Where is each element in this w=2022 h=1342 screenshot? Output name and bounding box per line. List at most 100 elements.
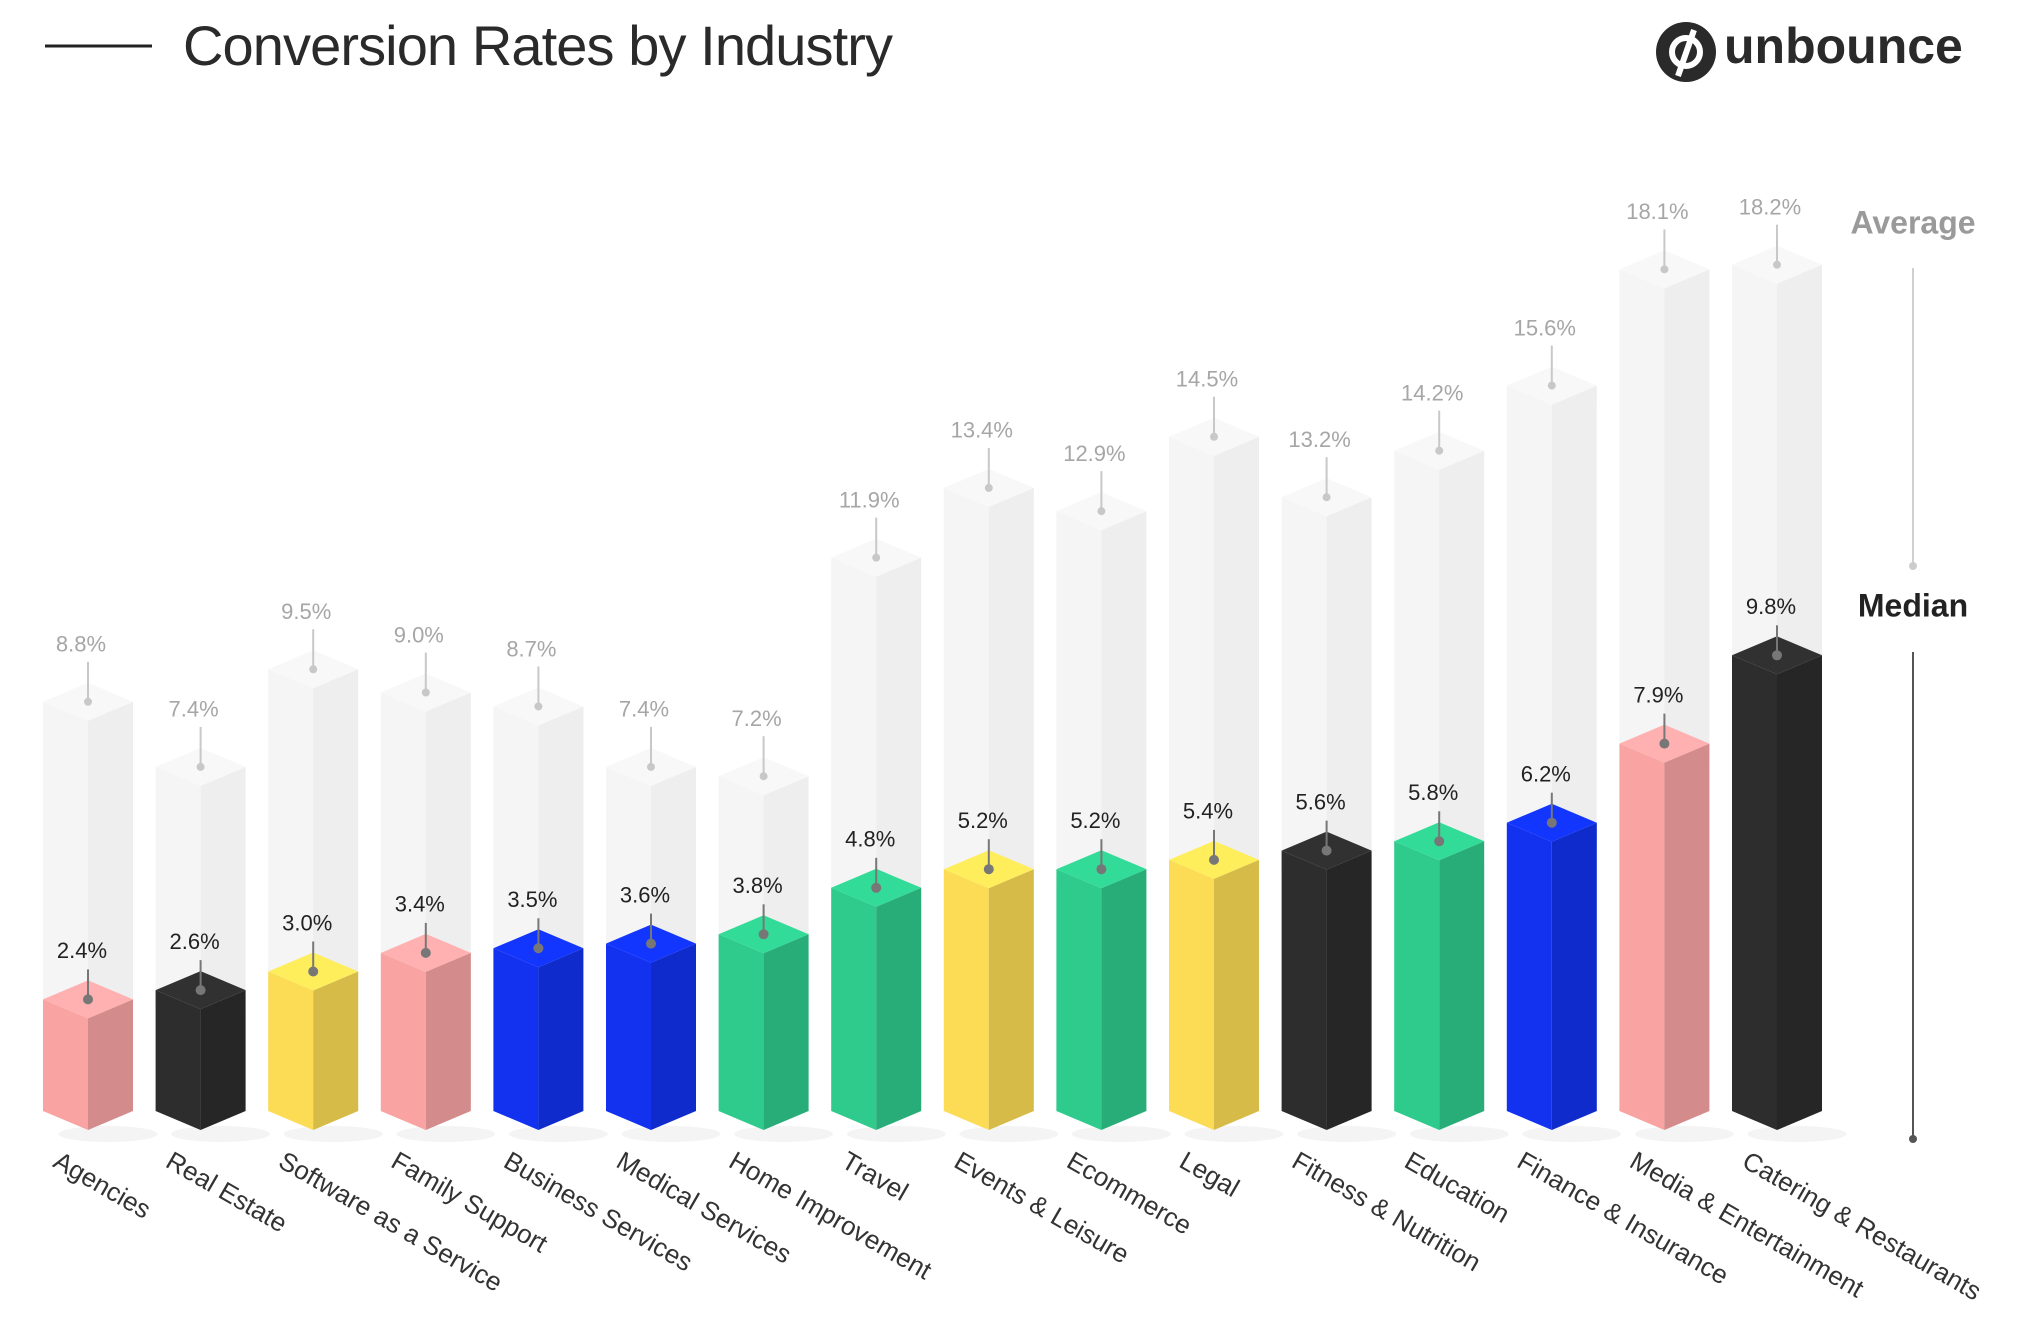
average-value-label: 8.7%: [506, 636, 556, 661]
average-marker-dot: [1547, 381, 1556, 390]
average-value-label: 12.9%: [1063, 441, 1125, 466]
bar-face-right: [1326, 850, 1372, 1130]
bar-face-right: [1439, 841, 1485, 1130]
median-bar: [1394, 822, 1485, 1130]
x-tick-label: Home Improvement: [724, 1145, 937, 1286]
bar-shadow: [959, 1126, 1059, 1142]
average-value-label: 7.2%: [732, 706, 782, 731]
average-marker-dot: [759, 772, 768, 781]
average-marker-dot: [84, 697, 92, 706]
average-value-label: 11.9%: [839, 487, 900, 512]
median-value-label: 4.8%: [845, 827, 895, 852]
median-marker-dot: [1772, 650, 1782, 661]
bar-face-right: [651, 943, 696, 1130]
average-marker-dot: [421, 688, 430, 697]
legend-median-dot: [1909, 1135, 1917, 1143]
bar-face-left: [1732, 655, 1777, 1130]
bar-face-left: [493, 948, 539, 1130]
median-bar: [155, 971, 246, 1130]
average-marker-dot: [1097, 507, 1106, 516]
logo-icon-slash: [1675, 29, 1697, 77]
bar-shadow: [846, 1126, 946, 1142]
median-marker-dot: [1096, 864, 1107, 875]
median-bar: [1619, 724, 1710, 1130]
x-tick-label: Legal: [1175, 1145, 1245, 1203]
median-marker-dot: [1659, 738, 1670, 749]
median-marker-dot: [1321, 845, 1332, 856]
logo-icon-ring: [1669, 35, 1703, 69]
average-value-label: 18.1%: [1626, 199, 1688, 224]
average-value-label: 14.2%: [1401, 381, 1463, 406]
median-value-label: 5.2%: [1070, 808, 1120, 833]
median-bar: [1732, 636, 1822, 1130]
average-marker-dot: [534, 702, 543, 711]
median-marker-dot: [1209, 854, 1219, 865]
median-marker-dot: [1434, 836, 1445, 847]
x-tick-label: Finance & Insurance: [1512, 1145, 1734, 1290]
bar-face-left: [1394, 841, 1440, 1130]
bar-shadow: [1409, 1126, 1509, 1142]
average-marker-dot: [984, 483, 993, 492]
median-marker-dot: [871, 882, 882, 893]
bar-face-right: [200, 990, 246, 1130]
median-marker-dot: [195, 985, 206, 996]
bar-shadow: [396, 1126, 496, 1142]
bar-face-right: [313, 971, 359, 1130]
median-marker-dot: [308, 966, 319, 977]
logo-text: unbounce: [1724, 18, 1963, 74]
median-value-label: 3.6%: [620, 882, 670, 907]
bar-shadow: [58, 1126, 158, 1142]
bar-face-right: [1551, 822, 1597, 1130]
bar-face-left: [943, 869, 989, 1130]
x-tick-label: Travel: [837, 1145, 914, 1207]
median-value-label: 3.4%: [395, 892, 445, 917]
bar-face-right: [1214, 859, 1259, 1130]
average-marker-dot: [309, 665, 318, 674]
average-value-label: 8.8%: [56, 632, 106, 657]
bar-shadow: [508, 1126, 608, 1142]
bar-shadow: [1522, 1126, 1622, 1142]
bar-shadow: [171, 1126, 271, 1142]
bar-face-right: [538, 948, 584, 1130]
median-marker-dot: [1546, 817, 1557, 828]
bar-face-left: [155, 990, 201, 1130]
median-bar: [943, 850, 1034, 1130]
bar-shadow: [1747, 1126, 1847, 1142]
median-value-label: 3.5%: [507, 887, 557, 912]
logo: unbounce: [1656, 18, 1963, 82]
bar-face-right: [763, 934, 809, 1130]
median-marker-dot: [420, 947, 431, 958]
bar-face-left: [606, 943, 651, 1130]
median-marker-dot: [983, 864, 994, 875]
median-marker-dot: [758, 929, 769, 940]
bar-face-left: [831, 887, 877, 1130]
median-bar: [380, 933, 471, 1130]
median-bar: [606, 924, 696, 1130]
average-value-label: 9.0%: [394, 622, 444, 647]
median-value-label: 6.2%: [1521, 762, 1571, 787]
x-tick-label: Agencies: [49, 1145, 157, 1224]
median-value-label: 2.6%: [170, 929, 220, 954]
median-value-label: 5.2%: [958, 808, 1008, 833]
average-value-label: 15.6%: [1514, 315, 1576, 340]
median-value-label: 7.9%: [1633, 682, 1683, 707]
legend-average-dot: [1909, 562, 1917, 570]
bar-face-right: [425, 952, 471, 1130]
bar-face-left: [1619, 743, 1665, 1130]
bar-shadow: [1297, 1126, 1397, 1142]
bar-face-left: [1169, 859, 1214, 1130]
median-bar: [718, 915, 809, 1130]
x-tick-label: Real Estate: [161, 1145, 292, 1238]
average-value-label: 13.4%: [951, 418, 1013, 443]
average-value-label: 13.2%: [1288, 427, 1350, 452]
average-value-label: 14.5%: [1176, 367, 1238, 392]
median-bar: [268, 952, 359, 1130]
legend-median: Median: [1858, 587, 1968, 623]
average-marker-dot: [196, 762, 205, 771]
median-value-label: 2.4%: [57, 938, 107, 963]
median-bar: [1506, 803, 1597, 1130]
bar-shadow: [1634, 1126, 1734, 1142]
legend-average: Average: [1850, 204, 1975, 240]
average-marker-dot: [1435, 446, 1444, 455]
